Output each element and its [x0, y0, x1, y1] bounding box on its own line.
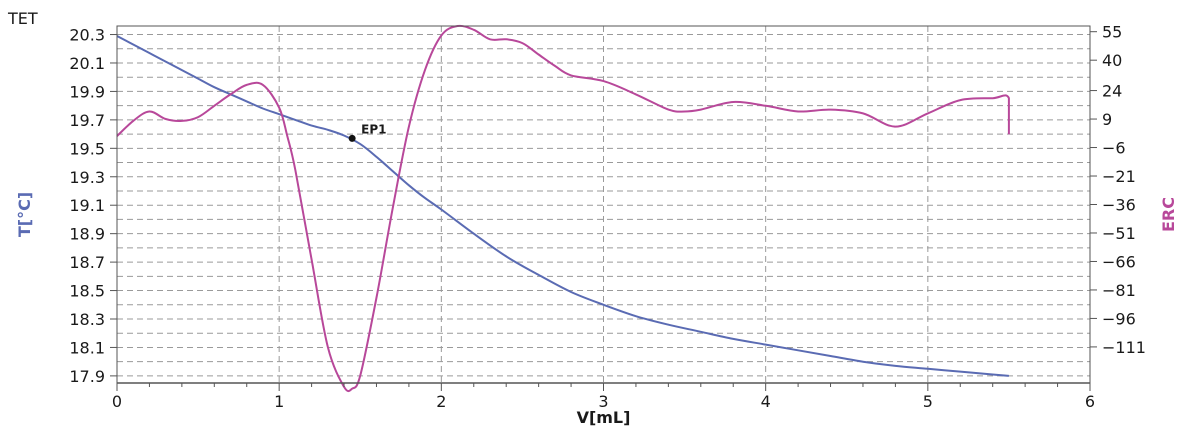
- y-axis-left-title: T[°C]: [15, 192, 34, 237]
- y-left-tick-label: 19.3: [69, 168, 105, 187]
- x-tick-label: 0: [112, 392, 122, 411]
- y-right-tick-label: −111: [1102, 338, 1146, 357]
- y-left-tick-label: 18.5: [69, 282, 105, 301]
- y-right-tick-label: 55: [1102, 23, 1122, 42]
- y-right-tick-label: 40: [1102, 51, 1122, 70]
- x-tick-label: 2: [436, 392, 446, 411]
- endpoint-marker: [348, 134, 356, 142]
- y-right-tick-label: 9: [1102, 110, 1112, 129]
- y-left-tick-label: 18.3: [69, 310, 105, 329]
- annotations: EP1: [348, 122, 386, 142]
- series-line-erc: [116, 24, 1010, 393]
- y-left-tick-label: 19.1: [69, 196, 105, 215]
- y-left-tick-label: 19.9: [69, 82, 105, 101]
- x-tick-label: 1: [274, 392, 284, 411]
- y-left-tick-label: 17.9: [69, 367, 105, 386]
- x-tick-label: 3: [598, 392, 608, 411]
- series-layer: [116, 24, 1010, 393]
- y-right-tick-label: −66: [1102, 252, 1136, 271]
- y-axis-left: 20.3 20.1 19.9 19.7 19.5 19.3 19.1 18.9 18.7 18.5…: [69, 26, 117, 386]
- y-right-tick-label: −81: [1102, 281, 1136, 300]
- y-left-tick-label: 18.7: [69, 253, 105, 272]
- y-right-tick-label: 24: [1102, 82, 1122, 101]
- x-tick-label: 4: [761, 392, 771, 411]
- x-tick-label: 6: [1085, 392, 1095, 411]
- x-axis-title: V[mL]: [577, 408, 631, 426]
- y-right-tick-label: −51: [1102, 224, 1136, 243]
- y-right-tick-label: −6: [1102, 139, 1126, 158]
- y-left-tick-label: 20.1: [69, 54, 105, 73]
- y-right-tick-label: −21: [1102, 167, 1136, 186]
- y-left-tick-label: 20.3: [69, 26, 105, 45]
- y-left-tick-label: 19.7: [69, 111, 105, 130]
- series-line-temperature: [116, 35, 1009, 377]
- endpoint-label: EP1: [361, 122, 386, 136]
- y-right-tick-label: −36: [1102, 196, 1136, 215]
- y-left-tick-label: 18.1: [69, 338, 105, 357]
- y-left-tick-label: 19.5: [69, 139, 105, 158]
- x-axis: 0 1 2 3 4 5 6: [112, 382, 1095, 411]
- y-axis-right: 55 40 24 9 −6 −21 −36 −51 −66 −81 −96 −111: [1090, 23, 1146, 357]
- grid: [117, 26, 1090, 383]
- corner-label: TET: [7, 9, 38, 28]
- y-axis-right-title: ERC: [1159, 197, 1178, 232]
- y-right-tick-label: −96: [1102, 309, 1136, 328]
- x-tick-label: 5: [923, 392, 933, 411]
- y-left-tick-label: 18.9: [69, 225, 105, 244]
